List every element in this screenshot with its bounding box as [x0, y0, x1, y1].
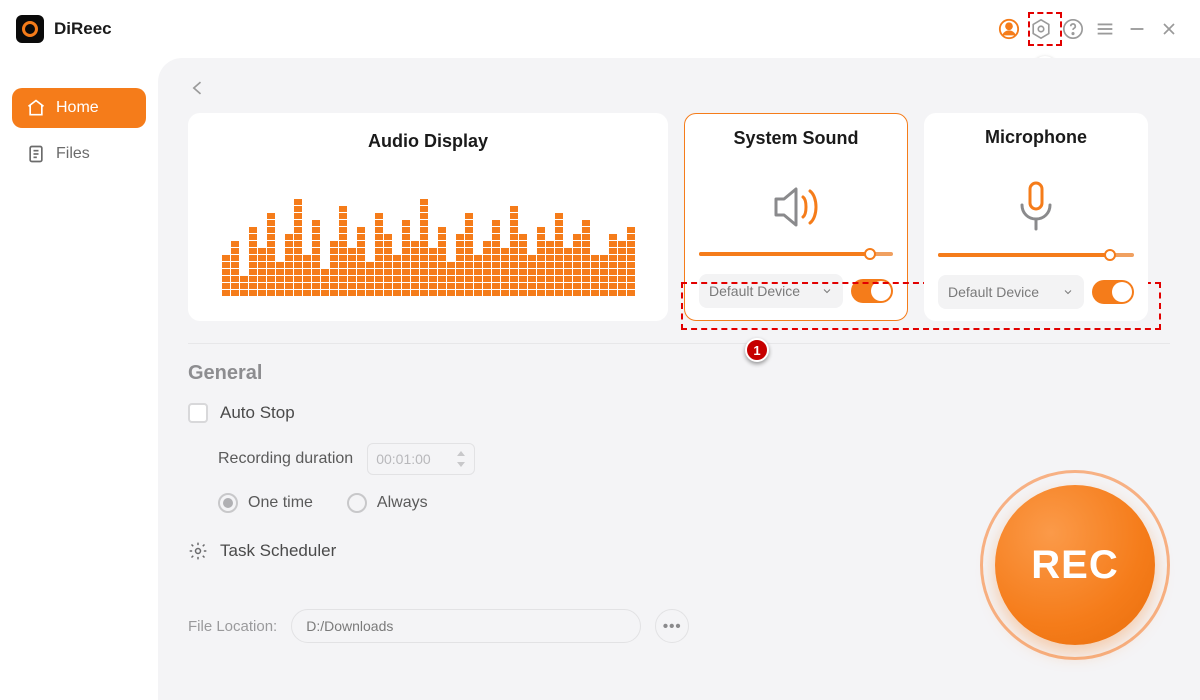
task-scheduler-label: Task Scheduler [220, 541, 336, 561]
menu-icon[interactable] [1094, 18, 1116, 40]
panel-audio-display: Audio Display [188, 113, 668, 321]
auto-stop-checkbox[interactable] [188, 403, 208, 423]
system-volume-slider[interactable] [699, 252, 893, 256]
user-icon[interactable] [998, 18, 1020, 40]
app-name: DiReec [54, 19, 112, 39]
section-title-general: General [188, 362, 1170, 385]
file-location-field[interactable]: D:/Downloads [291, 609, 641, 643]
back-arrow[interactable] [188, 78, 208, 103]
chevron-down-icon [821, 285, 833, 297]
minimize-icon[interactable] [1126, 18, 1148, 40]
gear-icon [188, 541, 208, 561]
duration-field[interactable]: 00:01:00 [367, 443, 475, 475]
microphone-icon [1011, 174, 1061, 239]
content-area: Audio Display System Sound [158, 58, 1200, 700]
help-icon[interactable] [1062, 18, 1084, 40]
sidebar-item-files[interactable]: Files [12, 134, 146, 174]
record-button[interactable]: REC [995, 485, 1155, 645]
repeat-option-label: One time [248, 494, 313, 512]
mic-toggle[interactable] [1092, 280, 1134, 304]
titlebar: DiReec 2 [0, 0, 1200, 58]
device-label: Default Device [709, 283, 800, 299]
home-icon [26, 98, 46, 118]
sidebar: Home Files [0, 58, 158, 700]
system-sound-toggle[interactable] [851, 279, 893, 303]
titlebar-left: DiReec [16, 15, 112, 43]
file-location-more-button[interactable]: ••• [655, 609, 689, 643]
panel-title: Audio Display [188, 131, 668, 152]
stepper-icon [456, 451, 466, 467]
callout-badge-1: 1 [745, 338, 769, 362]
record-button-ring: REC [980, 470, 1170, 660]
close-icon[interactable] [1158, 18, 1180, 40]
duration-row: Recording duration 00:01:00 [218, 443, 1170, 475]
record-label: REC [1031, 543, 1118, 588]
duration-label: Recording duration [218, 450, 353, 468]
mic-device-select[interactable]: Default Device [938, 275, 1084, 309]
chevron-down-icon [1062, 286, 1074, 298]
mic-volume-slider[interactable] [938, 253, 1134, 257]
repeat-always-radio[interactable] [347, 493, 367, 513]
settings-icon[interactable] [1030, 18, 1052, 40]
panel-title: Microphone [985, 127, 1087, 148]
duration-value: 00:01:00 [376, 451, 431, 467]
auto-stop-row: Auto Stop [188, 403, 1170, 423]
panel-microphone[interactable]: Microphone Default Device [924, 113, 1148, 321]
system-device-select[interactable]: Default Device [699, 274, 843, 308]
sidebar-item-label: Files [56, 145, 90, 163]
device-label: Default Device [948, 284, 1039, 300]
repeat-one-time-radio[interactable] [218, 493, 238, 513]
divider [188, 343, 1170, 344]
sidebar-item-home[interactable]: Home [12, 88, 146, 128]
file-location-label: File Location: [188, 618, 277, 635]
app-logo [16, 15, 44, 43]
panel-system-sound[interactable]: System Sound Default Device [684, 113, 908, 321]
sidebar-item-label: Home [56, 99, 99, 117]
panel-title: System Sound [733, 128, 858, 149]
repeat-option-label: Always [377, 494, 428, 512]
files-icon [26, 144, 46, 164]
audio-spectrum [188, 176, 668, 296]
titlebar-right: 2 [998, 18, 1180, 40]
speaker-icon [766, 175, 826, 238]
auto-stop-label: Auto Stop [220, 403, 295, 423]
file-location-path: D:/Downloads [306, 618, 393, 634]
